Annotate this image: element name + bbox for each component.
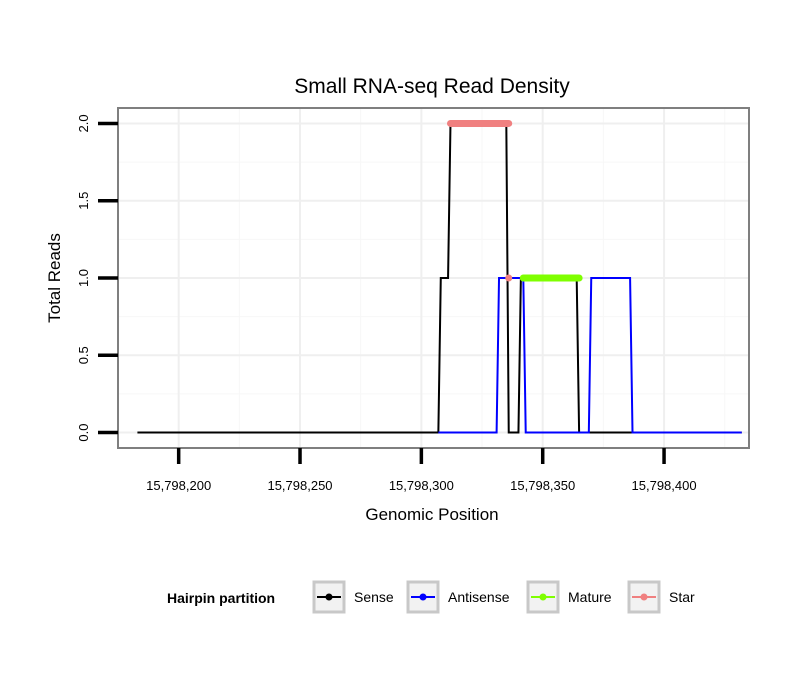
x-tick-label: 15,798,300 [389, 478, 454, 493]
legend-key-point [539, 593, 547, 601]
axis-ticks: 15,798,200 15,798,250 15,798,300 15,798,350… [76, 114, 697, 493]
y-tick-label: 1.0 [76, 269, 91, 287]
y-axis-title: Total Reads [45, 233, 64, 323]
series-line-antisense [438, 277, 742, 434]
legend-key-point [640, 593, 648, 601]
y-tick-label: 2.0 [76, 114, 91, 132]
legend-label-star: Star [669, 589, 695, 605]
plot-area [117, 107, 750, 449]
x-tick-label: 15,798,250 [267, 478, 332, 493]
y-tick-label: 0.5 [76, 346, 91, 364]
x-axis-title: Genomic Position [365, 505, 498, 524]
legend-title: Hairpin partition [167, 590, 275, 606]
y-tick-label: 0.0 [76, 424, 91, 442]
x-tick-label: 15,798,200 [146, 478, 211, 493]
legend: Hairpin partition Sense Antisense Mature St… [167, 580, 695, 614]
legend-label-sense: Sense [354, 589, 394, 605]
y-tick-label: 1.5 [76, 192, 91, 210]
legend-key-point [325, 593, 333, 601]
x-tick-label: 15,798,350 [510, 478, 575, 493]
legend-label-antisense: Antisense [448, 589, 510, 605]
legend-label-mature: Mature [568, 589, 612, 605]
legend-key-point [419, 593, 427, 601]
x-tick-label: 15,798,400 [632, 478, 697, 493]
series-point-star-point [505, 274, 513, 282]
chart-title: Small RNA-seq Read Density [294, 75, 570, 98]
